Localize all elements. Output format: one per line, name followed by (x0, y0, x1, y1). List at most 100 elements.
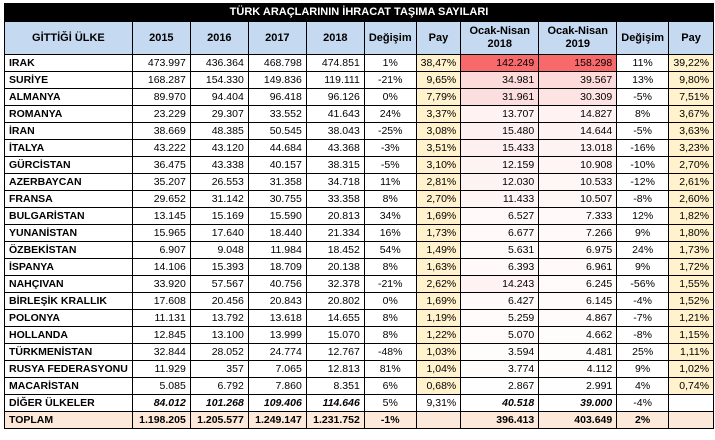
row-change-2: 2% (616, 411, 670, 429)
row-2017: 1.249.147 (247, 411, 307, 429)
row-jan-apr-2018: 6.393 (460, 258, 540, 276)
row-jan-apr-2018: 5.070 (460, 326, 540, 344)
row-share: 3,51% (415, 139, 462, 157)
header-country: GİTTİĞİ ÜLKE (4, 21, 133, 55)
row-share-2: 1,72% (668, 258, 715, 276)
row-change-2: -8% (616, 190, 670, 208)
row-jan-apr-2019: 4.112 (538, 360, 618, 378)
row-change-2: -5% (616, 88, 670, 106)
row-country: HOLLANDA (4, 326, 133, 344)
row-change-2: -16% (616, 139, 670, 157)
row-share: 2,70% (415, 190, 462, 208)
row-2018: 38.315 (305, 156, 365, 174)
row-share: 3,08% (415, 122, 462, 140)
row-change-2: 12% (616, 207, 670, 225)
table-row: IRAK 473.997 436.364 468.798 474.851 1% 38,47%… (4, 54, 715, 72)
row-2018: 119.111 (305, 71, 365, 89)
row-2015: 1.198.205 (131, 411, 191, 429)
row-2016: 17.640 (189, 224, 249, 242)
table-row: YUNANİSTAN 15.965 17.640 18.440 21.334 16% 1,7… (4, 224, 715, 242)
row-jan-apr-2018: 2.867 (460, 377, 540, 395)
row-change: 8% (363, 258, 417, 276)
row-2015: 11.929 (131, 360, 191, 378)
row-country: ALMANYA (4, 88, 133, 106)
row-country: RUSYA FEDERASYONU (4, 360, 133, 378)
row-2016: 57.567 (189, 275, 249, 293)
row-2015: 6.907 (131, 241, 191, 259)
row-2018: 12.813 (305, 360, 365, 378)
row-share (415, 411, 462, 429)
row-share-2: 39,22% (668, 54, 715, 72)
header-jan-apr-2019-line1: Ocak-Nisan (547, 25, 609, 37)
row-country: TÜRKMENİSTAN (4, 343, 133, 361)
row-2015: 38.669 (131, 122, 191, 140)
row-change: 16% (363, 224, 417, 242)
row-share-2 (668, 394, 715, 412)
row-change: 81% (363, 360, 417, 378)
row-country: POLONYA (4, 309, 133, 327)
header-jan-apr-2018: Ocak-Nisan 2018 (460, 21, 540, 55)
row-2018: 12.767 (305, 343, 365, 361)
row-2018: 38.043 (305, 122, 365, 140)
row-change: -5% (363, 156, 417, 174)
table-row: ROMANYA 23.229 29.307 33.552 41.643 24% 3,37% 1… (4, 105, 715, 123)
row-change: 0% (363, 88, 417, 106)
row-jan-apr-2019: 4.867 (538, 309, 618, 327)
row-share: 1,69% (415, 292, 462, 310)
row-share-2: 9,80% (668, 71, 715, 89)
row-jan-apr-2018: 12.159 (460, 156, 540, 174)
table-row: İSPANYA 14.106 15.393 18.709 20.138 8% 1,63% 6.… (4, 258, 715, 276)
table-row: BİRLEŞİK KRALLIK 17.608 20.456 20.843 20.802… (4, 292, 715, 310)
row-share: 1,03% (415, 343, 462, 361)
row-share-2: 2,61% (668, 173, 715, 191)
row-2015: 33.920 (131, 275, 191, 293)
row-2017: 18.440 (247, 224, 307, 242)
row-change-2: -8% (616, 326, 670, 344)
row-jan-apr-2019: 39.000 (538, 394, 618, 412)
row-country: IRAK (4, 54, 133, 72)
row-2018: 20.813 (305, 207, 365, 225)
row-2016: 15.169 (189, 207, 249, 225)
row-change: -48% (363, 343, 417, 361)
header-row: GİTTİĞİ ÜLKE 2015 2016 2017 2018 Değişim… (4, 21, 715, 55)
row-change-2: 25% (616, 343, 670, 361)
row-2015: 32.844 (131, 343, 191, 361)
header-jan-apr-2018-line1: Ocak-Nisan (469, 25, 531, 37)
total-row: TOPLAM 1.198.205 1.205.577 1.249.147 1.2… (4, 411, 715, 429)
row-2015: 43.222 (131, 139, 191, 157)
row-2016: 94.404 (189, 88, 249, 106)
export-table-container: TÜRK ARAÇLARININ İHRACAT TAŞIMA SAYILARI… (3, 3, 715, 429)
row-change: 8% (363, 309, 417, 327)
table-row: RUSYA FEDERASYONU 11.929 357 7.065 12.813 81%… (4, 360, 715, 378)
row-2017: 109.406 (247, 394, 307, 412)
row-2016: 436.364 (189, 54, 249, 72)
row-2018: 32.378 (305, 275, 365, 293)
row-2016: 6.792 (189, 377, 249, 395)
row-jan-apr-2018: 6.527 (460, 207, 540, 225)
row-2015: 36.475 (131, 156, 191, 174)
row-2018: 21.334 (305, 224, 365, 242)
row-share-2: 1,73% (668, 241, 715, 259)
row-jan-apr-2018: 15.480 (460, 122, 540, 140)
row-share: 1,69% (415, 207, 462, 225)
row-change-2: 9% (616, 360, 670, 378)
row-jan-apr-2018: 12.030 (460, 173, 540, 191)
row-country: İSPANYA (4, 258, 133, 276)
row-jan-apr-2019: 6.145 (538, 292, 618, 310)
row-country: TOPLAM (4, 411, 133, 429)
row-share-2: 3,23% (668, 139, 715, 157)
row-jan-apr-2018: 5.631 (460, 241, 540, 259)
row-2015: 13.145 (131, 207, 191, 225)
row-country: BİRLEŞİK KRALLIK (4, 292, 133, 310)
row-change-2: 4% (616, 377, 670, 395)
row-jan-apr-2019: 403.649 (538, 411, 618, 429)
row-2017: 13.618 (247, 309, 307, 327)
row-share: 1,73% (415, 224, 462, 242)
row-change-2: -4% (616, 292, 670, 310)
row-share-2: 1,02% (668, 360, 715, 378)
row-2015: 14.106 (131, 258, 191, 276)
row-2016: 43.338 (189, 156, 249, 174)
row-2018: 8.351 (305, 377, 365, 395)
row-share-2: 3,67% (668, 105, 715, 123)
row-2015: 84.012 (131, 394, 191, 412)
